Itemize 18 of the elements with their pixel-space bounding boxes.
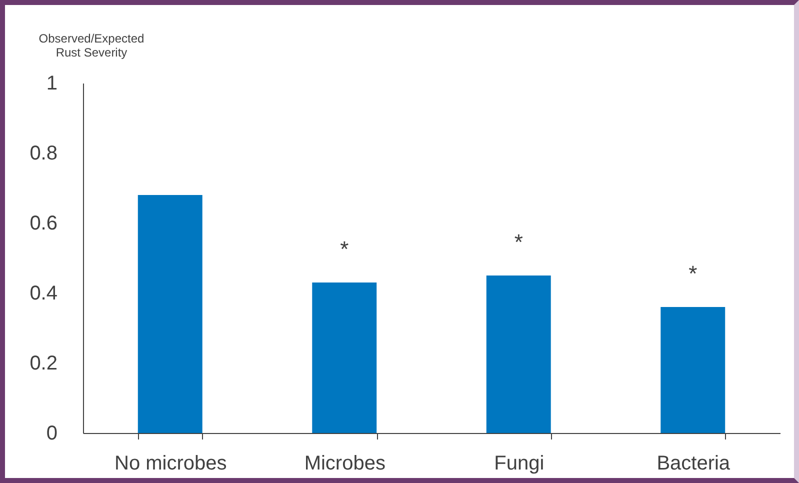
y-tick-label: 0.2 — [30, 352, 58, 374]
y-tick-label: 0.4 — [30, 282, 58, 304]
y-axis-title: Observed/Expected Rust Severity — [38, 32, 144, 60]
x-tick-label: Fungi — [494, 452, 544, 474]
y-tick-label: 1 — [46, 72, 58, 94]
x-tick-label: Bacteria — [656, 452, 731, 474]
annotation: * — [340, 236, 350, 262]
y-tick-label: 0.8 — [30, 142, 58, 164]
y-tick-label: 0.6 — [30, 212, 58, 234]
x-tick-label: No microbes — [114, 452, 227, 474]
bar — [660, 307, 726, 433]
annotation: * — [514, 230, 524, 254]
y-tick-label: 0 — [46, 422, 58, 444]
bar — [486, 276, 551, 433]
annotation: * — [688, 261, 698, 286]
bar — [138, 195, 202, 433]
bar — [312, 282, 377, 433]
x-tick-label: Microbes — [304, 452, 386, 474]
